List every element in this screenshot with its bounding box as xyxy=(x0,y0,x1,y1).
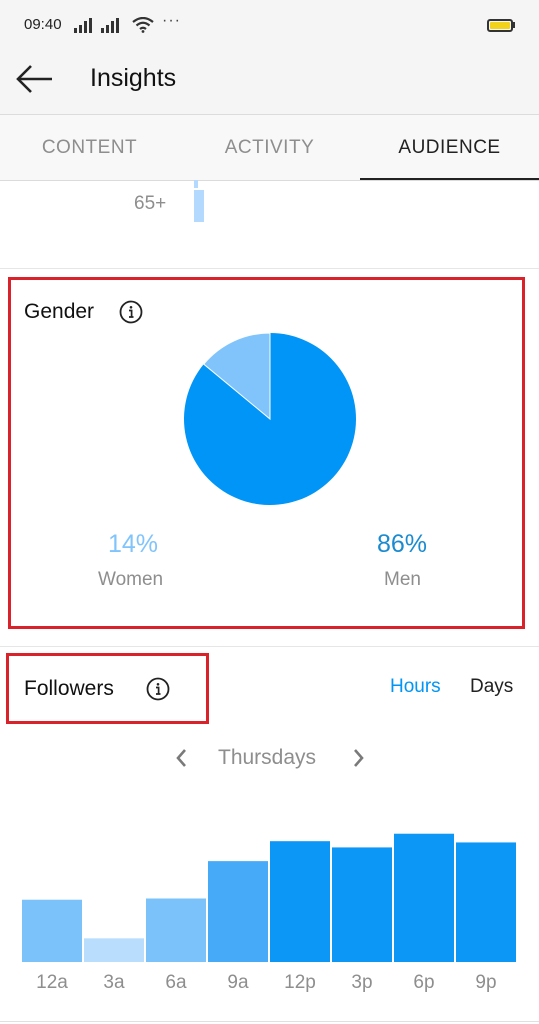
followers-bar-3a xyxy=(84,938,144,962)
followers-title: Followers xyxy=(24,677,114,700)
signal-icon xyxy=(101,17,123,33)
chevron-right-icon[interactable] xyxy=(348,746,368,770)
signal-icon xyxy=(74,17,96,33)
men-percentage: 86% xyxy=(377,530,428,558)
wifi-icon xyxy=(132,17,154,33)
followers-bar-9p xyxy=(456,842,516,962)
status-time: 09:40 xyxy=(24,16,62,33)
followers-bar-chart: 12a 3a 6a 9a 12p 3p 6p 9p xyxy=(22,833,516,993)
women-percentage: 14% xyxy=(108,530,159,558)
tab-bar: CONTENT ACTIVITY AUDIENCE xyxy=(0,115,539,181)
days-toggle[interactable]: Days xyxy=(470,676,514,697)
battery-icon xyxy=(487,19,513,32)
x-axis-label-9p: 9p xyxy=(475,972,496,993)
x-axis-label-6a: 6a xyxy=(165,972,187,993)
x-axis-label-6p: 6p xyxy=(413,972,434,993)
divider xyxy=(0,646,539,647)
info-icon[interactable] xyxy=(119,300,143,324)
followers-bar-6a xyxy=(146,898,206,962)
x-axis-label-9a: 9a xyxy=(227,972,249,993)
battery-tip xyxy=(513,22,515,28)
followers-bar-12p xyxy=(270,841,330,962)
app-header: Insights xyxy=(0,44,539,115)
arrow-left-icon[interactable] xyxy=(14,62,56,96)
day-selector-label: Thursdays xyxy=(218,746,317,769)
info-icon[interactable] xyxy=(146,677,170,701)
x-axis-label-12p: 12p xyxy=(284,972,316,993)
age-range-bar xyxy=(194,190,204,222)
followers-highlight-box xyxy=(6,653,209,724)
gender-pie-chart xyxy=(184,332,357,505)
status-bar: 09:40 ··· xyxy=(0,0,539,44)
pie-slice-women xyxy=(203,332,271,421)
men-label: Men xyxy=(384,569,421,590)
tab-audience[interactable]: AUDIENCE xyxy=(360,115,539,180)
chevron-left-icon[interactable] xyxy=(172,746,192,770)
tab-content[interactable]: CONTENT xyxy=(41,137,138,158)
gender-title: Gender xyxy=(24,300,95,323)
tab-activity[interactable]: ACTIVITY xyxy=(224,137,315,158)
x-axis-label-3p: 3p xyxy=(351,972,372,993)
followers-bar-12a xyxy=(22,899,82,962)
divider xyxy=(0,1021,539,1022)
hours-toggle[interactable]: Hours xyxy=(390,676,441,697)
women-label: Women xyxy=(98,569,164,590)
followers-bar-9a xyxy=(208,861,268,962)
followers-bar-6p xyxy=(394,833,454,962)
x-axis-label-3a: 3a xyxy=(103,972,125,993)
followers-bar-3p xyxy=(332,847,392,962)
age-range-label: 65+ xyxy=(134,193,167,214)
divider xyxy=(0,268,539,269)
page-title: Insights xyxy=(90,64,177,92)
more-indicator: ··· xyxy=(162,12,181,29)
gender-highlight-box xyxy=(8,277,525,629)
age-range-bar-top xyxy=(194,180,198,188)
x-axis-label-12a: 12a xyxy=(36,972,68,993)
